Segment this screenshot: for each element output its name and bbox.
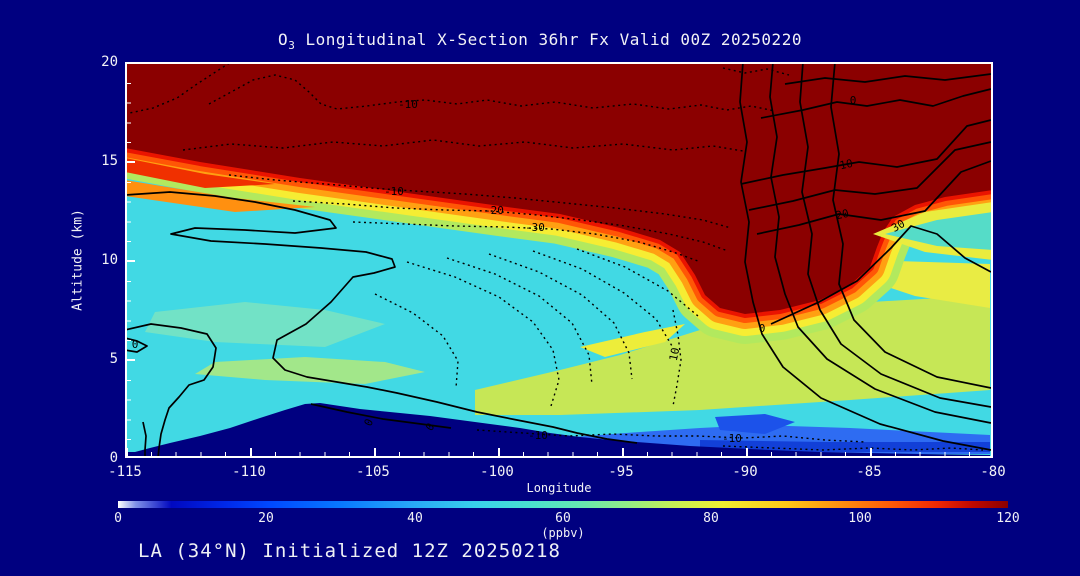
- y-axis-label: Altitude (km): [70, 209, 86, 311]
- fill-yellow-core-mid: [580, 324, 685, 357]
- y-tick-label: 20: [101, 54, 118, 70]
- colorbar-tick-label: 60: [555, 511, 571, 526]
- colorbar-units-label: (ppbv): [541, 526, 585, 540]
- colorbar-tick-label: 100: [848, 511, 872, 526]
- y-tick-label: 10: [101, 252, 118, 268]
- fill-patch-green-left: [145, 302, 385, 347]
- fill-yellowgreen-right: [475, 295, 990, 415]
- contour-label: -10: [384, 185, 404, 198]
- contour-label: 20: [834, 207, 850, 222]
- contour-label: -20: [484, 204, 504, 217]
- x-axis-label: Longitude: [526, 481, 592, 495]
- dotted-contours: [125, 62, 984, 451]
- title-text: Longitudinal X-Section 36hr Fx Valid 00Z…: [295, 30, 802, 49]
- terrain-silhouette: [125, 403, 990, 458]
- init-annotation: LA (34°N) Initialized 12Z 20250218: [138, 540, 561, 562]
- contour-label: -10: [722, 432, 742, 445]
- y-tick-label: 15: [101, 153, 118, 169]
- x-tick-label: -85: [856, 464, 882, 480]
- x-tick-label: -110: [232, 464, 266, 480]
- plot-area: -10 -10 -20 -30 0 10 20 30 0 0 0 0 -10 -…: [125, 62, 993, 458]
- x-tick-label: -100: [480, 464, 514, 480]
- x-tick-label: -105: [356, 464, 390, 480]
- contour-label: 10: [838, 157, 854, 172]
- y-tick-label: 5: [109, 351, 118, 367]
- wedge-cyan-core: [885, 212, 993, 250]
- contour-label: -30: [525, 221, 545, 234]
- contour-label: 10: [667, 346, 682, 362]
- chart-title: O3 Longitudinal X-Section 36hr Fx Valid …: [0, 30, 1080, 52]
- contour-label: -10: [398, 98, 418, 111]
- contour-label: 30: [889, 217, 907, 235]
- colorbar-tick-label: 40: [407, 511, 423, 526]
- contour-label: 0: [362, 417, 377, 428]
- contour-label: 0: [132, 338, 139, 351]
- contour-label: 0: [850, 94, 857, 107]
- x-tick-label: -115: [108, 464, 142, 480]
- fill-patch-yellowgreen-left: [195, 357, 425, 384]
- contour-labels: -10 -10 -20 -30 0 10 20 30 0 0 0 0 -10 -…: [132, 94, 908, 445]
- streak-red-left: [125, 158, 275, 188]
- x-tick-label: -90: [732, 464, 758, 480]
- contour-plot-svg: -10 -10 -20 -30 0 10 20 30 0 0 0 0 -10 -…: [125, 62, 993, 458]
- contour-label: 0: [759, 322, 766, 335]
- title-species-subscript: 3: [288, 39, 296, 53]
- colorbar-gradient: [118, 501, 1008, 508]
- contour-label: -10: [528, 429, 548, 442]
- colorbar-tick-label: 0: [114, 511, 122, 526]
- title-species: O: [278, 30, 289, 49]
- colorbar-tick-label: 80: [703, 511, 719, 526]
- colorbar-tick-label: 20: [258, 511, 274, 526]
- fill-blue-pocket: [715, 414, 795, 434]
- x-tick-label: -95: [608, 464, 634, 480]
- colorbar-tick-label: 120: [996, 511, 1020, 526]
- y-tick-label: 0: [109, 450, 118, 466]
- x-tick-label: -80: [980, 464, 1006, 480]
